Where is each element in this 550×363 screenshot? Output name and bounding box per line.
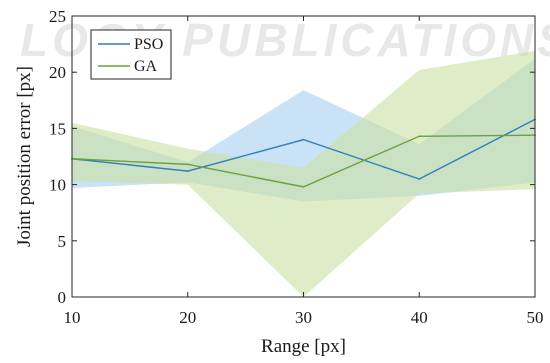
x-tick-label: 40: [411, 308, 428, 327]
x-axis-ticks: 10 20 30 40 50: [64, 16, 544, 327]
legend-box: [90, 29, 172, 80]
x-tick-label: 50: [527, 308, 544, 327]
x-tick-label: 20: [179, 308, 196, 327]
y-tick-label: 15: [49, 119, 66, 138]
band-ga: [72, 50, 535, 298]
y-tick-label: 25: [49, 7, 66, 26]
point-pso-40: [418, 178, 421, 180]
x-tick-label: 10: [64, 308, 81, 327]
confidence-bands: [72, 50, 535, 298]
point-ga-30: [302, 185, 305, 188]
x-tick-label: 30: [295, 308, 312, 327]
y-tick-label: 20: [49, 63, 66, 82]
point-pso-20: [186, 170, 189, 173]
point-ga-20: [186, 163, 189, 166]
y-tick-label: 5: [58, 232, 67, 251]
x-axis-label: Range [px]: [261, 336, 346, 357]
legend: PSO GA: [90, 29, 172, 80]
legend-label-pso: PSO: [134, 36, 163, 53]
point-pso-30: [302, 138, 305, 141]
legend-label-ga: GA: [134, 58, 158, 75]
y-axis-ticks: 0 5 10 15 20 25: [49, 7, 535, 307]
point-ga-40: [418, 135, 421, 138]
y-tick-label: 10: [49, 176, 66, 195]
y-tick-label: 0: [58, 288, 67, 307]
y-axis-label: Joint position error [px]: [14, 66, 35, 247]
